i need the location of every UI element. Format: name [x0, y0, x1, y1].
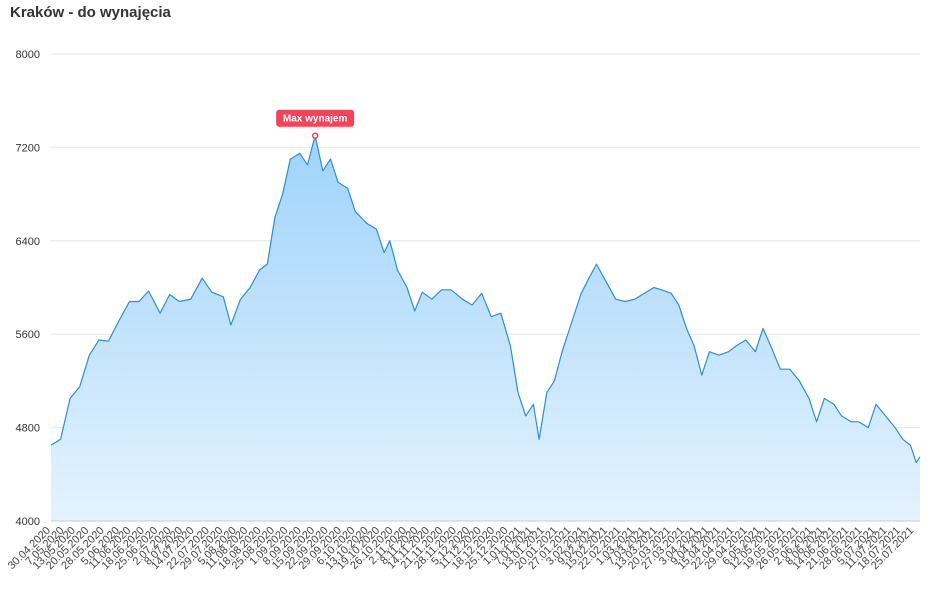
annotation-label: Max wynajem	[283, 114, 348, 125]
plot-area	[50, 135, 921, 522]
series-line	[50, 135, 921, 464]
annotation-box	[276, 109, 355, 127]
annotations: Max wynajem	[276, 109, 355, 139]
y-tick-label: 7200	[16, 142, 40, 154]
chart-title: Kraków - do wynajęcia	[10, 4, 171, 21]
y-axis: 4000 4800 5600 6400 7200 8000	[16, 49, 40, 528]
series-area	[51, 135, 920, 521]
y-tick-label: 8000	[16, 49, 40, 61]
x-axis: 30.04.20207.05.202013.05.202020.05.20202…	[6, 525, 917, 572]
y-tick-label: 5600	[16, 329, 40, 341]
y-tick-label: 6400	[16, 236, 40, 248]
annotation-marker	[311, 132, 319, 139]
y-tick-label: 4000	[16, 516, 40, 528]
y-tick-label: 4800	[16, 423, 40, 435]
